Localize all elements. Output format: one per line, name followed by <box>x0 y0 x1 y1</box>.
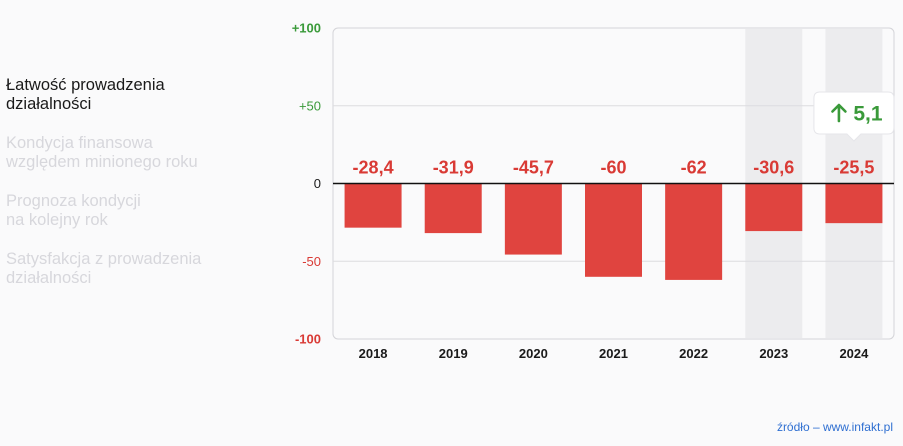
x-tick-label: 2019 <box>439 346 468 361</box>
data-label-2024: -25,5 <box>833 158 874 178</box>
x-tick-label: 2018 <box>359 346 388 361</box>
bar-2018 <box>344 183 402 228</box>
y-tick-label: 0 <box>314 176 321 191</box>
data-label-2019: -31,9 <box>433 158 474 178</box>
menu-item-kondycja[interactable]: Kondycja finansowa względem minionego ro… <box>6 134 198 171</box>
menu-item-latwosc[interactable]: Łatwość prowadzenia działalności <box>6 76 165 113</box>
data-label-2022: -62 <box>681 158 707 178</box>
y-tick-label: -50 <box>302 254 321 269</box>
x-tick-label: 2021 <box>599 346 628 361</box>
data-label-2020: -45,7 <box>513 158 554 178</box>
bar-2020 <box>504 183 562 255</box>
data-label-2018: -28,4 <box>353 158 394 178</box>
y-tick-label: -100 <box>295 332 321 347</box>
menu-item-satysfakcja[interactable]: Satysfakcja z prowadzenia działalności <box>6 250 202 287</box>
y-tick-label: +50 <box>299 98 321 113</box>
callout-value: 5,1 <box>853 103 883 126</box>
bar-2019 <box>424 183 482 234</box>
arrow-up-icon <box>831 103 847 123</box>
x-tick-label: 2020 <box>519 346 548 361</box>
y-tick-label: +100 <box>292 21 321 36</box>
menu-item-prognoza[interactable]: Prognoza kondycji na kolejny rok <box>6 192 141 229</box>
bar-2021 <box>585 183 642 277</box>
bar-2024 <box>825 183 883 224</box>
data-label-2023: -30,6 <box>753 158 794 178</box>
x-tick-label: 2023 <box>759 346 788 361</box>
bar-2023 <box>745 183 803 232</box>
source-link[interactable]: źródło – www.infakt.pl <box>776 420 893 434</box>
category-menu: Łatwość prowadzenia działalności Kondycj… <box>6 76 256 308</box>
bar-2022 <box>665 183 723 280</box>
data-label-2021: -60 <box>600 158 626 178</box>
x-tick-label: 2022 <box>679 346 708 361</box>
x-tick-label: 2024 <box>839 346 869 361</box>
callout-bubble <box>813 91 895 142</box>
